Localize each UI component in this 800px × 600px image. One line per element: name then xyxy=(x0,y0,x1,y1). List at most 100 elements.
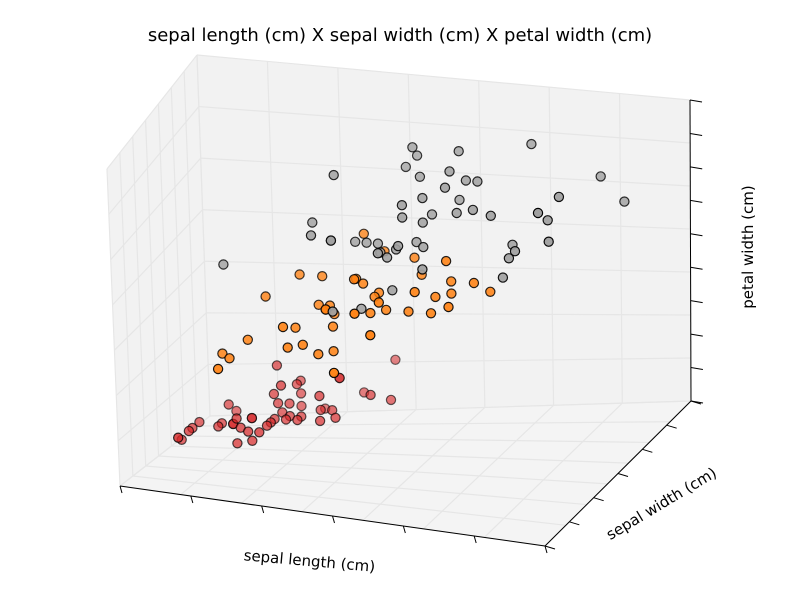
data-point-series-2 xyxy=(418,241,429,253)
data-point-series-1 xyxy=(430,291,441,303)
data-point-series-1 xyxy=(297,339,308,350)
chart-title: sepal length (cm) X sepal width (cm) X p… xyxy=(148,25,652,46)
data-point-series-2 xyxy=(218,259,229,270)
data-point-series-1 xyxy=(380,304,392,316)
data-point-series-2 xyxy=(509,245,521,257)
data-point-series-2 xyxy=(411,150,423,161)
data-point-series-2 xyxy=(503,253,515,264)
z-axis-tick xyxy=(690,367,703,371)
grid-line-y xyxy=(184,435,650,444)
data-point-series-1 xyxy=(328,346,339,357)
grid-line-x xyxy=(266,61,280,414)
grid-line-x xyxy=(362,406,486,521)
data-point-series-2 xyxy=(372,238,384,249)
grid-line-x xyxy=(618,93,623,404)
data-point-series-0 xyxy=(291,379,303,390)
data-point-series-1 xyxy=(217,348,228,359)
data-point-series-2 xyxy=(407,142,418,153)
data-point-series-0 xyxy=(172,432,184,443)
data-point-series-2 xyxy=(397,212,408,223)
data-point-series-0 xyxy=(365,389,376,401)
data-point-series-2 xyxy=(305,230,317,241)
x-axis-tick xyxy=(261,505,265,514)
data-point-series-2 xyxy=(392,240,404,252)
data-point-series-2 xyxy=(532,207,544,219)
grid-line-z xyxy=(106,54,198,170)
data-point-series-2 xyxy=(426,209,438,220)
x-axis-tick xyxy=(402,525,406,534)
data-point-series-0 xyxy=(296,400,307,412)
grid-line-y xyxy=(196,54,211,417)
data-point-series-0 xyxy=(385,394,397,406)
grid-line-x xyxy=(483,402,623,538)
data-point-series-2 xyxy=(467,204,479,216)
grid-line-y xyxy=(171,445,629,464)
grid-line-y xyxy=(183,71,198,427)
data-point-series-2 xyxy=(327,306,338,317)
grid-line-y xyxy=(132,475,566,526)
data-point-series-2 xyxy=(542,215,553,226)
data-point-series-0 xyxy=(231,413,242,424)
data-point-series-2 xyxy=(381,252,393,263)
z-axis-tick xyxy=(690,400,704,404)
grid-line-y xyxy=(158,455,608,485)
grid-line-y xyxy=(132,136,147,467)
data-point-series-1 xyxy=(358,228,369,239)
data-point-series-0 xyxy=(284,398,295,409)
y-axis-tick xyxy=(593,497,604,502)
data-point-series-1 xyxy=(409,252,420,263)
grid-line-z xyxy=(114,260,205,351)
y-axis-tick xyxy=(666,424,677,429)
data-point-series-1 xyxy=(440,255,452,267)
grid-line-z xyxy=(112,209,204,306)
data-point-series-0 xyxy=(390,354,401,365)
grid-line-z xyxy=(110,157,202,260)
y-axis-tick xyxy=(569,521,580,526)
grid-line-x xyxy=(337,67,349,412)
grid-line-x xyxy=(548,87,555,406)
data-point-series-0 xyxy=(183,425,195,437)
data-point-series-0 xyxy=(194,416,205,428)
data-point-series-2 xyxy=(411,236,422,248)
data-point-series-1 xyxy=(277,321,289,333)
data-point-series-1 xyxy=(403,306,414,317)
grid-line-y xyxy=(170,87,185,437)
data-point-series-1 xyxy=(282,342,293,353)
data-point-series-1 xyxy=(425,308,437,319)
data-point-series-0 xyxy=(295,388,307,399)
data-point-series-1 xyxy=(212,363,224,375)
data-point-series-2 xyxy=(350,236,361,247)
data-point-series-2 xyxy=(472,176,483,187)
data-point-series-0 xyxy=(242,426,254,437)
grid-line-x xyxy=(241,411,348,504)
data-point-series-2 xyxy=(526,138,537,150)
data-point-series-2 xyxy=(595,171,606,182)
data-point-series-0 xyxy=(314,415,326,427)
data-point-series-1 xyxy=(317,271,328,282)
data-point-series-0 xyxy=(247,435,258,446)
data-point-series-1 xyxy=(468,277,480,289)
data-point-series-1 xyxy=(242,334,253,345)
data-point-series-0 xyxy=(246,412,258,424)
data-point-series-2 xyxy=(417,192,428,204)
grid-line-z xyxy=(198,105,691,144)
data-point-series-1 xyxy=(365,307,376,319)
grid-line-z xyxy=(108,106,200,215)
data-point-series-0 xyxy=(271,360,283,371)
data-point-series-1 xyxy=(313,349,324,360)
data-point-series-2 xyxy=(361,237,372,248)
data-point-series-2 xyxy=(387,285,398,296)
data-point-series-0 xyxy=(292,414,303,426)
data-point-series-1 xyxy=(485,286,496,297)
grid-line-y xyxy=(197,421,671,427)
axis-panes xyxy=(106,53,693,547)
data-point-series-2 xyxy=(497,272,509,283)
data-point-series-2 xyxy=(454,194,465,206)
data-point-series-2 xyxy=(451,207,462,219)
z-axis-tick xyxy=(690,166,703,170)
x-axis-tick xyxy=(473,535,477,544)
y-axis-tick xyxy=(544,545,556,550)
data-point-series-2 xyxy=(396,199,408,211)
